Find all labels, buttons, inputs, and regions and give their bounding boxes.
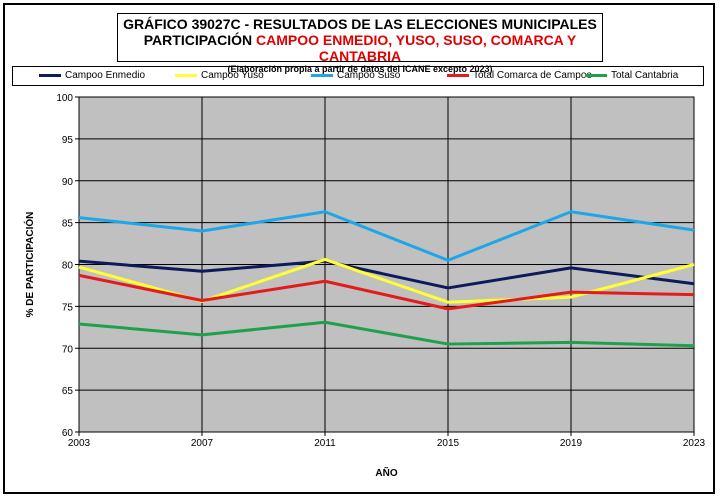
chart-title: GRÁFICO 39027C - RESULTADOS DE LAS ELECC… [123,16,597,32]
y-tick-label: 90 [62,177,74,188]
legend-item: Campoo Suso [311,67,400,84]
y-tick-label: 60 [62,428,74,439]
y-tick-label: 70 [62,344,74,355]
y-tick-label: 100 [56,93,73,104]
x-tick-label: 2007 [191,438,214,449]
y-tick-label: 80 [62,261,74,272]
series-line [78,259,695,290]
legend-swatch [447,74,469,77]
series-line [78,273,695,311]
x-axis-title: AÑO [375,466,397,479]
legend-item: Campoo Yuso [175,67,264,84]
legend-swatch [175,74,197,77]
y-tick-label: 85 [62,219,74,230]
y-axis-title: % DE PARTICIPACIÓN [23,212,36,318]
legend-label: Total Cantabria [611,70,679,81]
legend-swatch [311,74,333,77]
chart-frame [3,3,715,494]
legend-swatch [39,74,61,77]
subtitle-prefix: PARTICIPACIÓN [143,32,257,48]
legend-label: Campoo Yuso [201,70,264,81]
y-tick-label: 65 [62,386,74,397]
series-line [78,320,695,348]
chart-title-box: GRÁFICO 39027C - RESULTADOS DE LAS ELECC… [117,13,603,74]
x-tick-label: 2019 [560,438,583,449]
chart-subtitle: PARTICIPACIÓN CAMPOO ENMEDIO, YUSO, SUSO… [118,32,602,64]
legend-swatch [585,74,607,77]
subtitle-highlight: CAMPOO ENMEDIO, YUSO, SUSO, COMARCA Y CA… [256,32,577,64]
legend-item: Total Comarca de Campoo [447,67,592,84]
legend-label: Campoo Suso [337,70,401,81]
chart-legend: Campoo Enmedio Campoo Yuso Campoo Suso Tota… [12,66,704,86]
legend-label: Campoo Enmedio [65,70,146,81]
x-tick-label: 2023 [683,438,706,449]
y-tick-label: 95 [62,135,74,146]
legend-item: Campoo Enmedio [39,67,145,84]
x-tick-label: 2015 [437,438,460,449]
y-tick-label: 75 [62,302,74,313]
legend-item: Total Cantabria [585,67,678,84]
x-tick-label: 2011 [314,438,336,449]
legend-label: Total Comarca de Campoo [473,70,592,81]
chart-source-note: (Elaboración propia a partir de datos de… [227,64,493,74]
series-line [78,210,695,262]
x-tick-label: 2003 [68,438,91,449]
